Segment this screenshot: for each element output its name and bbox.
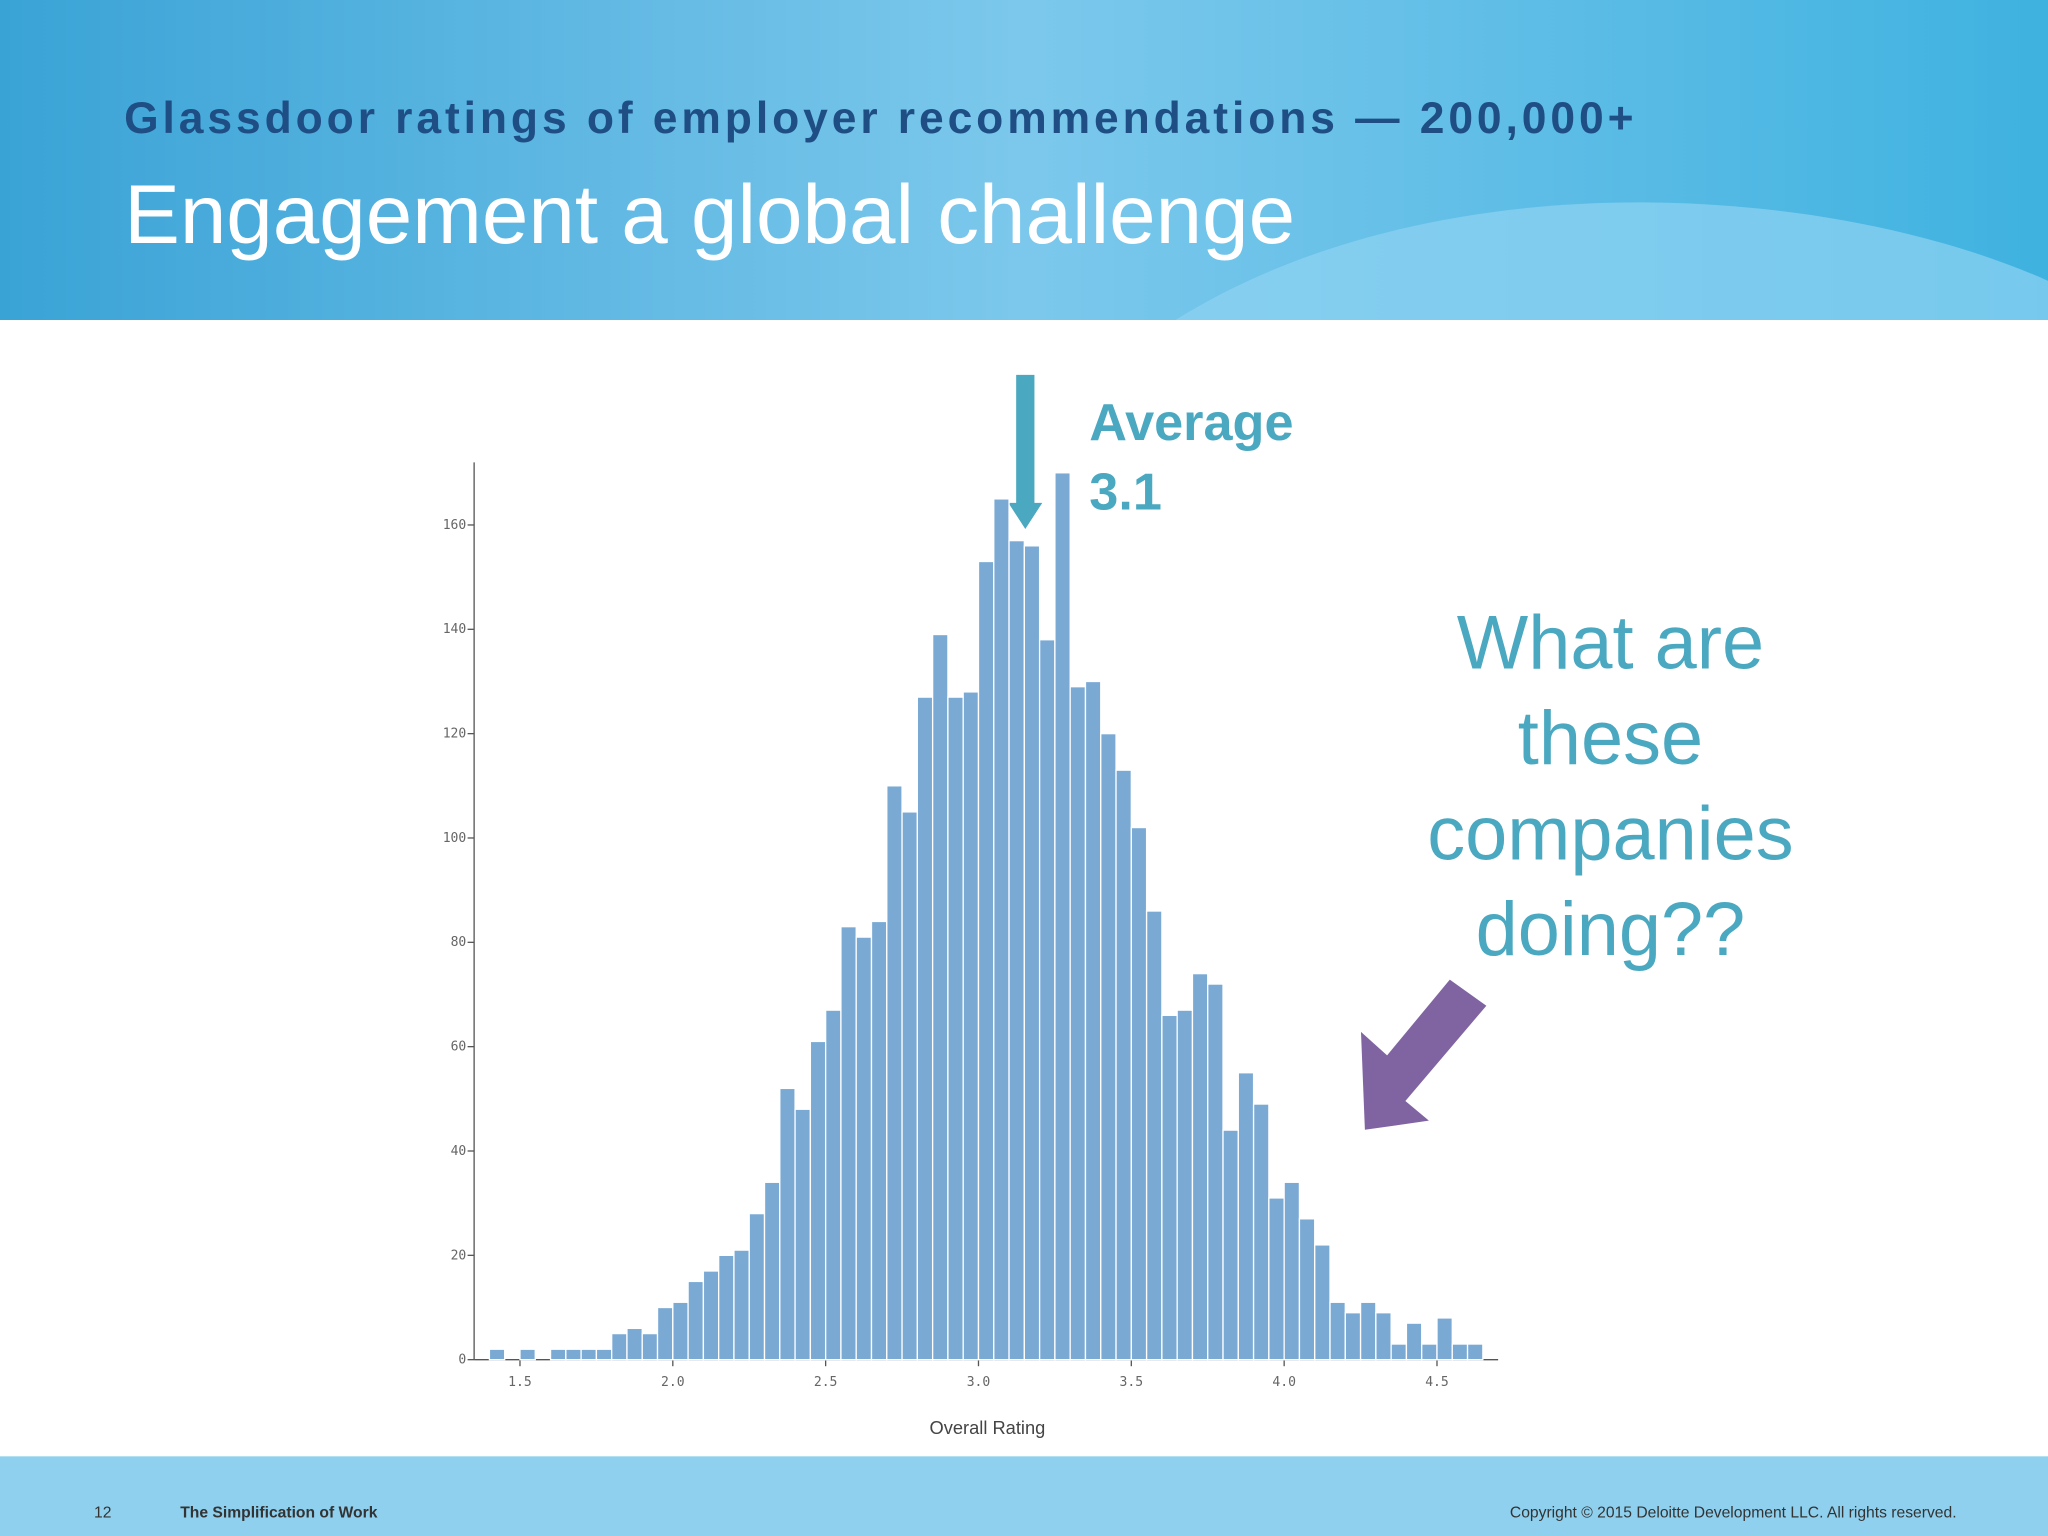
bar	[672, 1301, 689, 1361]
bar	[733, 1249, 750, 1361]
bar	[1207, 983, 1224, 1361]
y-tick-label: 40	[451, 1144, 467, 1159]
bar	[1390, 1343, 1408, 1361]
bar	[901, 811, 918, 1361]
bar	[1054, 472, 1071, 1361]
bar	[763, 1181, 781, 1361]
y-tick-label: 0	[458, 1353, 466, 1368]
bar	[1329, 1301, 1346, 1361]
bar	[1191, 972, 1209, 1361]
bar	[656, 1306, 674, 1361]
x-tick-label: 1.5	[508, 1375, 532, 1390]
copyright: Copyright © 2015 Deloitte Development LL…	[1510, 1505, 1957, 1522]
bar	[1161, 1014, 1178, 1361]
y-tick-label: 80	[451, 935, 467, 950]
bar	[1023, 545, 1041, 1361]
annotation: 3.1	[1089, 463, 1162, 521]
bar	[886, 785, 903, 1361]
header-wave	[1175, 202, 2048, 320]
bar	[1176, 1009, 1194, 1361]
y-tick-label: 100	[443, 831, 467, 846]
bar	[870, 920, 888, 1361]
bar	[488, 1348, 506, 1361]
bar	[519, 1348, 536, 1361]
bar	[809, 1040, 827, 1361]
y-tick-label: 120	[443, 727, 467, 742]
bar	[687, 1280, 705, 1361]
annotation: these	[1518, 696, 1703, 781]
bar	[855, 936, 873, 1361]
bar	[931, 633, 949, 1361]
bar	[595, 1348, 613, 1361]
y-tick-label: 20	[451, 1248, 467, 1263]
bar	[702, 1270, 720, 1361]
x-tick-label: 2.0	[661, 1375, 685, 1390]
bar	[1115, 769, 1132, 1361]
x-tick-label: 4.5	[1425, 1375, 1449, 1390]
bar	[1466, 1343, 1484, 1361]
bar	[626, 1327, 643, 1361]
bar	[1314, 1244, 1331, 1361]
bar	[916, 696, 934, 1361]
slide-subtitle: Glassdoor ratings of employer recommenda…	[124, 94, 1637, 143]
y-tick-label: 160	[443, 518, 467, 533]
bar	[1405, 1322, 1423, 1361]
bar	[1008, 539, 1025, 1361]
bar	[1359, 1301, 1377, 1361]
deck-name: The Simplification of Work	[180, 1505, 377, 1522]
y-tick-label: 140	[443, 622, 467, 637]
x-tick-label: 4.0	[1272, 1375, 1296, 1390]
annotation: Average	[1089, 394, 1293, 452]
bar	[1451, 1343, 1469, 1361]
bar	[641, 1332, 659, 1361]
bar	[1069, 686, 1087, 1361]
bar	[1298, 1218, 1316, 1361]
bar	[1268, 1197, 1285, 1361]
bar	[748, 1212, 766, 1361]
bar	[1038, 639, 1056, 1361]
bar	[1222, 1129, 1239, 1361]
bar	[824, 1009, 842, 1361]
annotation: What are	[1457, 601, 1764, 686]
bar	[977, 560, 995, 1361]
tail-arrow	[1360, 979, 1487, 1130]
bar	[1237, 1072, 1255, 1361]
annotation: doing??	[1476, 887, 1746, 972]
y-tick-label: 60	[451, 1040, 467, 1055]
x-tick-label: 3.5	[1120, 1375, 1144, 1390]
bar	[993, 498, 1010, 1361]
bar	[1375, 1312, 1392, 1361]
average-arrow	[1008, 374, 1043, 529]
x-tick-label: 3.0	[967, 1375, 991, 1390]
bar	[1084, 680, 1102, 1361]
bar	[794, 1108, 812, 1361]
bar	[779, 1087, 796, 1361]
bar	[1344, 1312, 1362, 1361]
bar	[1421, 1343, 1438, 1361]
x-tick-label: 2.5	[814, 1375, 838, 1390]
slide-title: Engagement a global challenge	[124, 167, 1295, 261]
bar	[840, 926, 857, 1361]
bar	[549, 1348, 567, 1361]
annotation: companies	[1427, 791, 1793, 876]
bar	[565, 1348, 582, 1361]
bar	[962, 691, 980, 1361]
bar	[1252, 1103, 1270, 1361]
bar	[1283, 1181, 1301, 1361]
bar	[1145, 910, 1163, 1361]
bar	[1436, 1317, 1453, 1361]
bar	[718, 1254, 735, 1361]
x-axis-label: Overall Rating	[930, 1417, 1046, 1438]
bar	[580, 1348, 598, 1361]
bar	[611, 1332, 628, 1361]
page-number: 12	[94, 1505, 111, 1522]
bar	[947, 696, 964, 1361]
bar	[1130, 826, 1148, 1361]
footer-band	[0, 1456, 2048, 1536]
bar	[1100, 732, 1117, 1361]
